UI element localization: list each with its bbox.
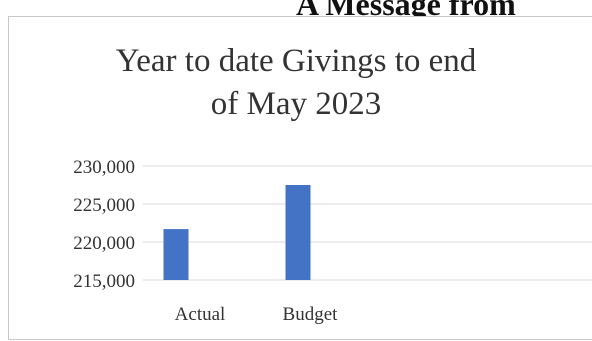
x-axis-categories: Actual Budget — [175, 304, 338, 325]
bar-actual — [163, 229, 189, 280]
bars — [163, 185, 311, 280]
gridlines — [143, 165, 592, 281]
chart-title-line-2: of May 2023 — [210, 86, 382, 122]
chart-title: Year to date Givings to end of May 2023 — [0, 40, 592, 126]
chart-title-line-1: Year to date Givings to end — [115, 43, 477, 79]
y-tick-label-0: 215,000 — [73, 271, 135, 292]
chart-frame — [8, 16, 592, 340]
x-category-label-budget: Budget — [283, 304, 339, 325]
y-tick-label-2: 225,000 — [73, 195, 135, 216]
x-category-label-actual: Actual — [175, 304, 226, 325]
y-axis-ticks: 215,000 220,000 225,000 230,000 — [73, 157, 135, 292]
y-tick-label-1: 220,000 — [73, 233, 135, 254]
page-heading-fragment: A Message from — [296, 0, 516, 22]
bar-budget — [285, 185, 311, 280]
y-tick-label-3: 230,000 — [73, 157, 135, 178]
